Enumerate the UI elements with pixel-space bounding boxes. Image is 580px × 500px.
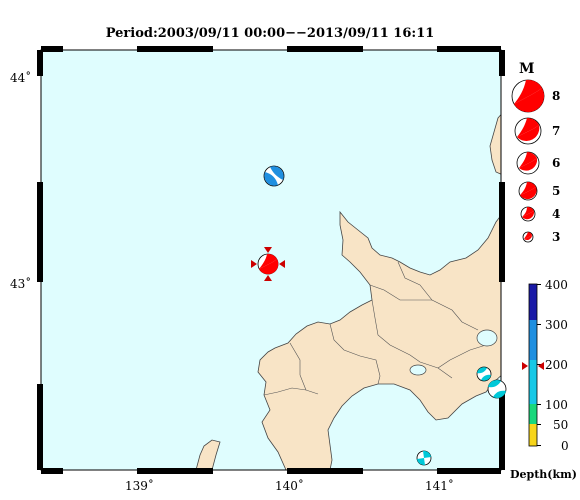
magnitude-label-3: 3 bbox=[552, 230, 560, 244]
magnitude-6-icon bbox=[516, 151, 540, 175]
magnitude-label-8: 8 bbox=[552, 89, 560, 103]
prefecture-boundaries bbox=[263, 261, 487, 396]
lat-tick-44: 44˚ bbox=[10, 70, 31, 85]
magnitude-8-icon bbox=[511, 79, 545, 113]
magnitude-label-4: 4 bbox=[552, 207, 560, 221]
magnitude-legend-title: M bbox=[519, 61, 535, 77]
depth-marker-left bbox=[522, 362, 528, 370]
depth-label-200: 200 bbox=[545, 358, 568, 372]
land-layer bbox=[195, 113, 501, 470]
event-5-focal-mechanism-icon[interactable] bbox=[416, 450, 432, 466]
okushiri-island bbox=[195, 439, 221, 470]
depth-marker-right bbox=[538, 362, 544, 370]
lon-tick-139: 139˚ bbox=[125, 478, 154, 493]
depth-label-0: 0 bbox=[561, 439, 569, 453]
magnitude-label-5: 5 bbox=[552, 184, 560, 198]
frame-ticks bbox=[37, 46, 505, 474]
magnitude-5-icon bbox=[518, 181, 538, 201]
lat-tick-43: 43˚ bbox=[10, 276, 31, 291]
depth-label-100: 100 bbox=[545, 398, 568, 412]
magnitude-label-6: 6 bbox=[552, 156, 560, 170]
event-3-focal-mechanism-icon[interactable] bbox=[476, 366, 492, 382]
map-title: Period:2003/09/11 00:00−−2013/09/11 16:1… bbox=[105, 26, 435, 41]
hokkaido-landmass bbox=[257, 210, 501, 470]
magnitude-7-icon bbox=[514, 117, 542, 145]
lake-shikotsu bbox=[476, 329, 498, 347]
magnitude-label-7: 7 bbox=[552, 124, 560, 138]
magnitude-legend: M 8 7 6 5 4 bbox=[511, 61, 560, 244]
depth-legend: 400 300 200 100 50 0 Depth(km) bbox=[510, 278, 577, 481]
depth-label-50: 50 bbox=[553, 418, 568, 432]
event-2-focal-mechanism-icon[interactable] bbox=[257, 253, 279, 275]
magnitude-4-icon bbox=[520, 206, 536, 222]
magnitude-3-icon bbox=[522, 231, 534, 243]
depth-legend-title: Depth(km) bbox=[510, 468, 577, 481]
highlight-markers bbox=[251, 247, 285, 281]
northern-coast-sliver bbox=[489, 113, 501, 175]
lon-tick-140: 140˚ bbox=[275, 478, 304, 493]
event-4-focal-mechanism-icon[interactable] bbox=[487, 379, 507, 399]
lake-toya bbox=[409, 364, 427, 376]
event-1-focal-mechanism-icon[interactable] bbox=[263, 165, 285, 187]
depth-label-400: 400 bbox=[545, 278, 568, 292]
depth-label-300: 300 bbox=[545, 318, 568, 332]
lon-tick-141: 141˚ bbox=[425, 478, 454, 493]
